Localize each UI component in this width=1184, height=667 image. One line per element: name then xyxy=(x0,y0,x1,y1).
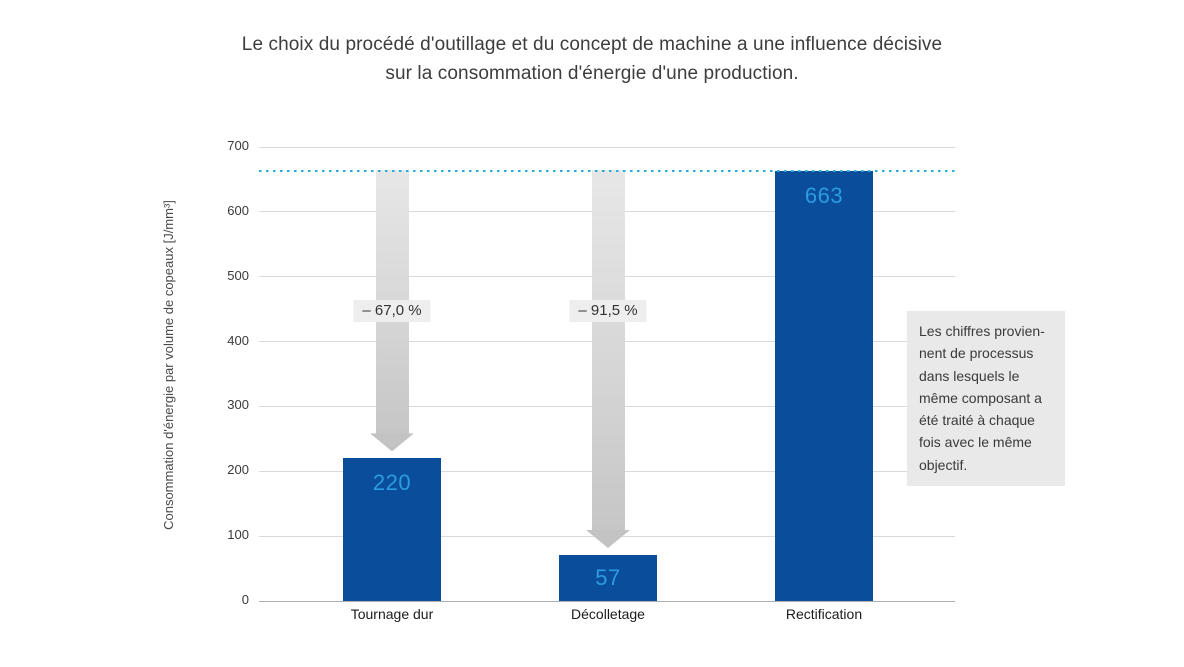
y-tick-label: 200 xyxy=(227,462,249,478)
y-tick-label: 700 xyxy=(227,138,249,153)
reference-dotted-line xyxy=(259,169,955,172)
x-axis-category-label: Rectification xyxy=(785,606,863,622)
bar-value-label: 220 xyxy=(372,470,412,496)
gridline xyxy=(259,146,955,148)
y-tick-label: 300 xyxy=(227,397,249,413)
note-box: Les chiffres provien- nent de processus … xyxy=(907,311,1065,487)
bar-value-label: 57 xyxy=(595,564,621,590)
y-axis-title: Consommation d'énergie par volume de cop… xyxy=(161,200,176,530)
bar-1 xyxy=(343,458,441,601)
y-tick-label: 100 xyxy=(227,527,249,543)
x-axis-category-label: Tournage dur xyxy=(350,606,434,622)
reduction-percentage-label: – 67,0 % xyxy=(353,300,431,322)
reduction-arrow-head-icon xyxy=(586,530,630,548)
y-tick-label: 500 xyxy=(227,267,249,283)
y-tick-label: 600 xyxy=(227,202,249,218)
y-tick-label: 400 xyxy=(227,332,249,348)
bar-2 xyxy=(559,555,657,601)
reduction-arrow-shaft xyxy=(591,169,625,531)
chart-title: Le choix du procédé d'outillage et du co… xyxy=(0,30,1184,88)
bar-3 xyxy=(775,170,873,601)
bar-value-label: 663 xyxy=(804,182,844,208)
reduction-percentage-label: – 91,5 % xyxy=(569,300,647,322)
chart-title-line1: Le choix du procédé d'outillage et du co… xyxy=(241,34,943,55)
reduction-arrow-head-icon xyxy=(370,433,414,452)
y-tick-label: 0 xyxy=(241,592,249,607)
x-axis-line xyxy=(259,600,955,602)
chart-title-line2: sur la consommation d'énergie d'une prod… xyxy=(385,63,799,84)
x-axis-category-label: Décolletage xyxy=(571,606,645,622)
